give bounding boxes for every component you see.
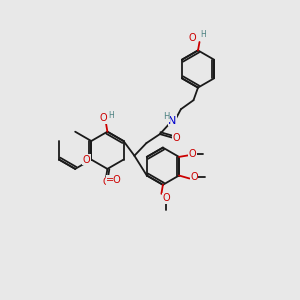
Text: O: O: [189, 149, 196, 159]
Text: H: H: [163, 112, 169, 122]
Text: O: O: [189, 33, 196, 43]
Text: =O: =O: [106, 175, 122, 185]
Text: H: H: [108, 111, 114, 120]
Text: H: H: [200, 30, 206, 39]
Text: O: O: [162, 193, 170, 203]
Text: O: O: [190, 172, 198, 182]
Text: O: O: [99, 113, 107, 124]
Text: O: O: [83, 154, 91, 165]
Text: N: N: [168, 116, 177, 126]
Text: O: O: [102, 177, 110, 187]
Text: O: O: [173, 133, 181, 143]
